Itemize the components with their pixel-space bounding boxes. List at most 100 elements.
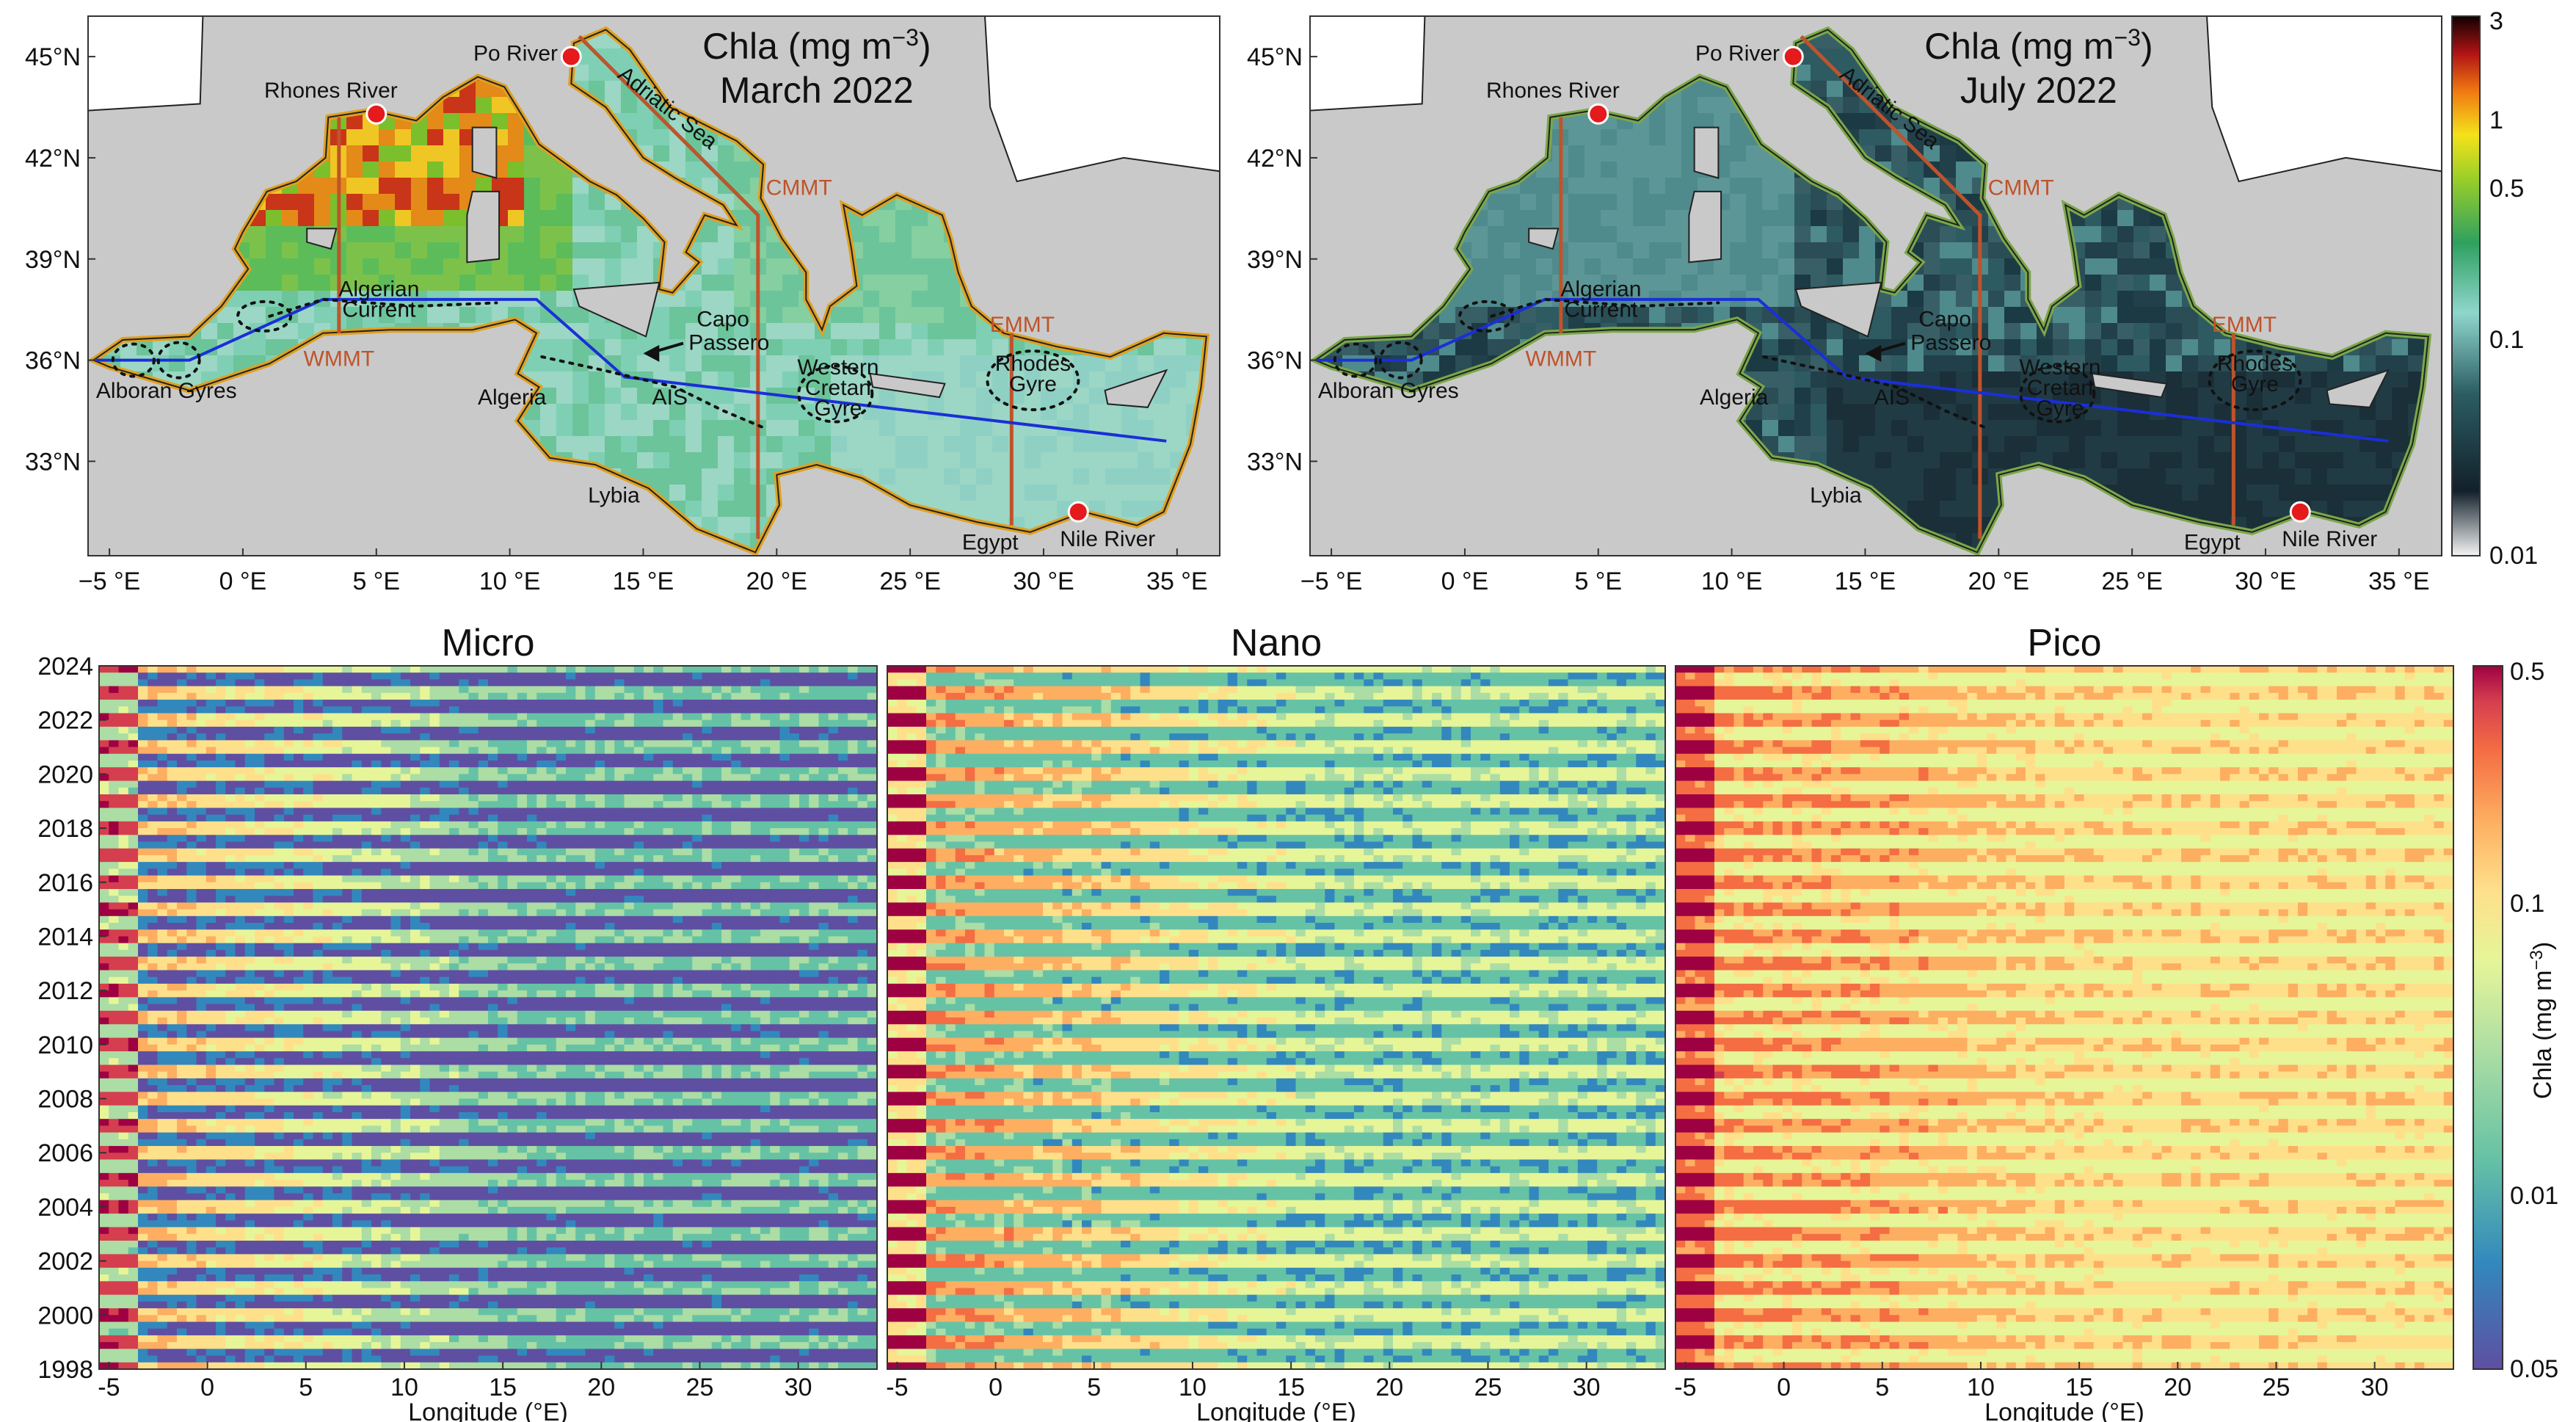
sea-cell [766,275,783,291]
sea-cell [1218,468,1235,485]
sea-cell [798,420,815,437]
sea-cell [1138,468,1154,485]
sea-cell [621,404,638,421]
sea-cell [992,436,1009,453]
sea-cell [928,339,945,356]
map-x-tick-label: −5 °E [79,567,140,595]
sea-cell [1665,178,1682,195]
sea-cell [1891,323,1908,340]
sea-cell [1988,452,2005,469]
sea-cell [1827,323,1844,340]
sea-cell [589,404,605,421]
sea-cell [669,452,686,469]
sea-cell [1891,307,1908,324]
sea-cell [2150,242,2166,259]
sea-cell [879,258,896,275]
map-x-tick-label: 15 °E [613,567,674,595]
sea-cell [459,97,476,114]
sea-cell [2117,420,2134,437]
sea-cell [2069,436,2086,453]
sea-cell [2133,242,2150,259]
sea-cell [685,291,702,308]
sea-cell [1504,242,1521,259]
sea-cell [1218,501,1235,518]
sea-cell [2133,355,2150,372]
sea-cell [1057,468,1074,485]
sea-cell [492,97,509,114]
sea-cell [411,178,428,195]
sea-cell [1471,226,1488,243]
sea-cell [1073,420,1090,437]
sea-cell [2263,436,2280,453]
sea-cell [508,275,525,291]
sea-cell [363,162,379,178]
sea-cell [653,452,670,469]
sea-cell [1617,194,1634,211]
island [1689,192,1721,262]
sea-cell [1218,162,1235,178]
sea-cell [1811,323,1827,340]
sea-cell [960,339,977,356]
sea-cell [718,145,735,162]
sea-cell [1218,339,1235,356]
sea-cell [1601,258,1618,275]
sea-cell [233,339,250,356]
map-x-tick-label: 35 °E [1146,567,1208,595]
sea-cell [960,355,977,372]
sea-cell [1811,388,1827,405]
sea-cell [605,226,622,243]
sea-cell [621,452,638,469]
sea-cell [250,291,266,308]
sea-cell [266,242,283,259]
sea-cell [1843,371,1860,388]
sea-cell [2117,291,2134,308]
sea-cell [395,226,412,243]
sea-cell [2133,485,2150,501]
sea-cell [540,323,557,340]
sea-cell [1536,258,1553,275]
algeria-label: Algeria [478,385,547,410]
sea-cell [443,242,460,259]
sea-cell [2392,371,2409,388]
sea-cell [266,339,283,356]
sea-cell [1924,162,1940,178]
sea-cell [621,371,638,388]
sea-cell [782,436,799,453]
sea-cell [282,242,299,259]
sea-cell [1089,452,1106,469]
sea-cell [2004,404,2021,421]
sea-cell [766,291,783,308]
sea-cell [1924,468,1940,485]
sea-cell [1859,129,1876,146]
sea-cell [250,226,266,243]
sea-cell [1891,452,1908,469]
sea-cell [879,420,896,437]
sea-cell [1956,501,1973,518]
sea-cell [734,452,751,469]
sea-cell [1218,533,1235,550]
sea-cell [1940,258,1957,275]
sea-cell [928,452,945,469]
sea-cell [912,420,928,437]
sea-cell [718,436,735,453]
sea-cell [2311,452,2328,469]
sea-cell [2311,371,2328,388]
sea-cell [685,452,702,469]
sea-cell [1811,48,1827,65]
sea-cell [718,226,735,243]
sea-cell [669,145,686,162]
sea-cell [2085,436,2102,453]
sea-cell [1730,226,1747,243]
egypt-label: Egypt [2184,531,2241,555]
sea-cell [2004,291,2021,308]
sea-cell [669,420,686,437]
sea-cell [1170,355,1187,372]
sea-cell [1665,307,1682,324]
sea-cell [2182,420,2199,437]
sea-cell [1041,501,1058,518]
sea-cell [572,194,589,211]
sea-cell [992,501,1009,518]
sea-cell [1138,452,1154,469]
sea-cell [2150,258,2166,275]
sea-cell [1633,226,1650,243]
